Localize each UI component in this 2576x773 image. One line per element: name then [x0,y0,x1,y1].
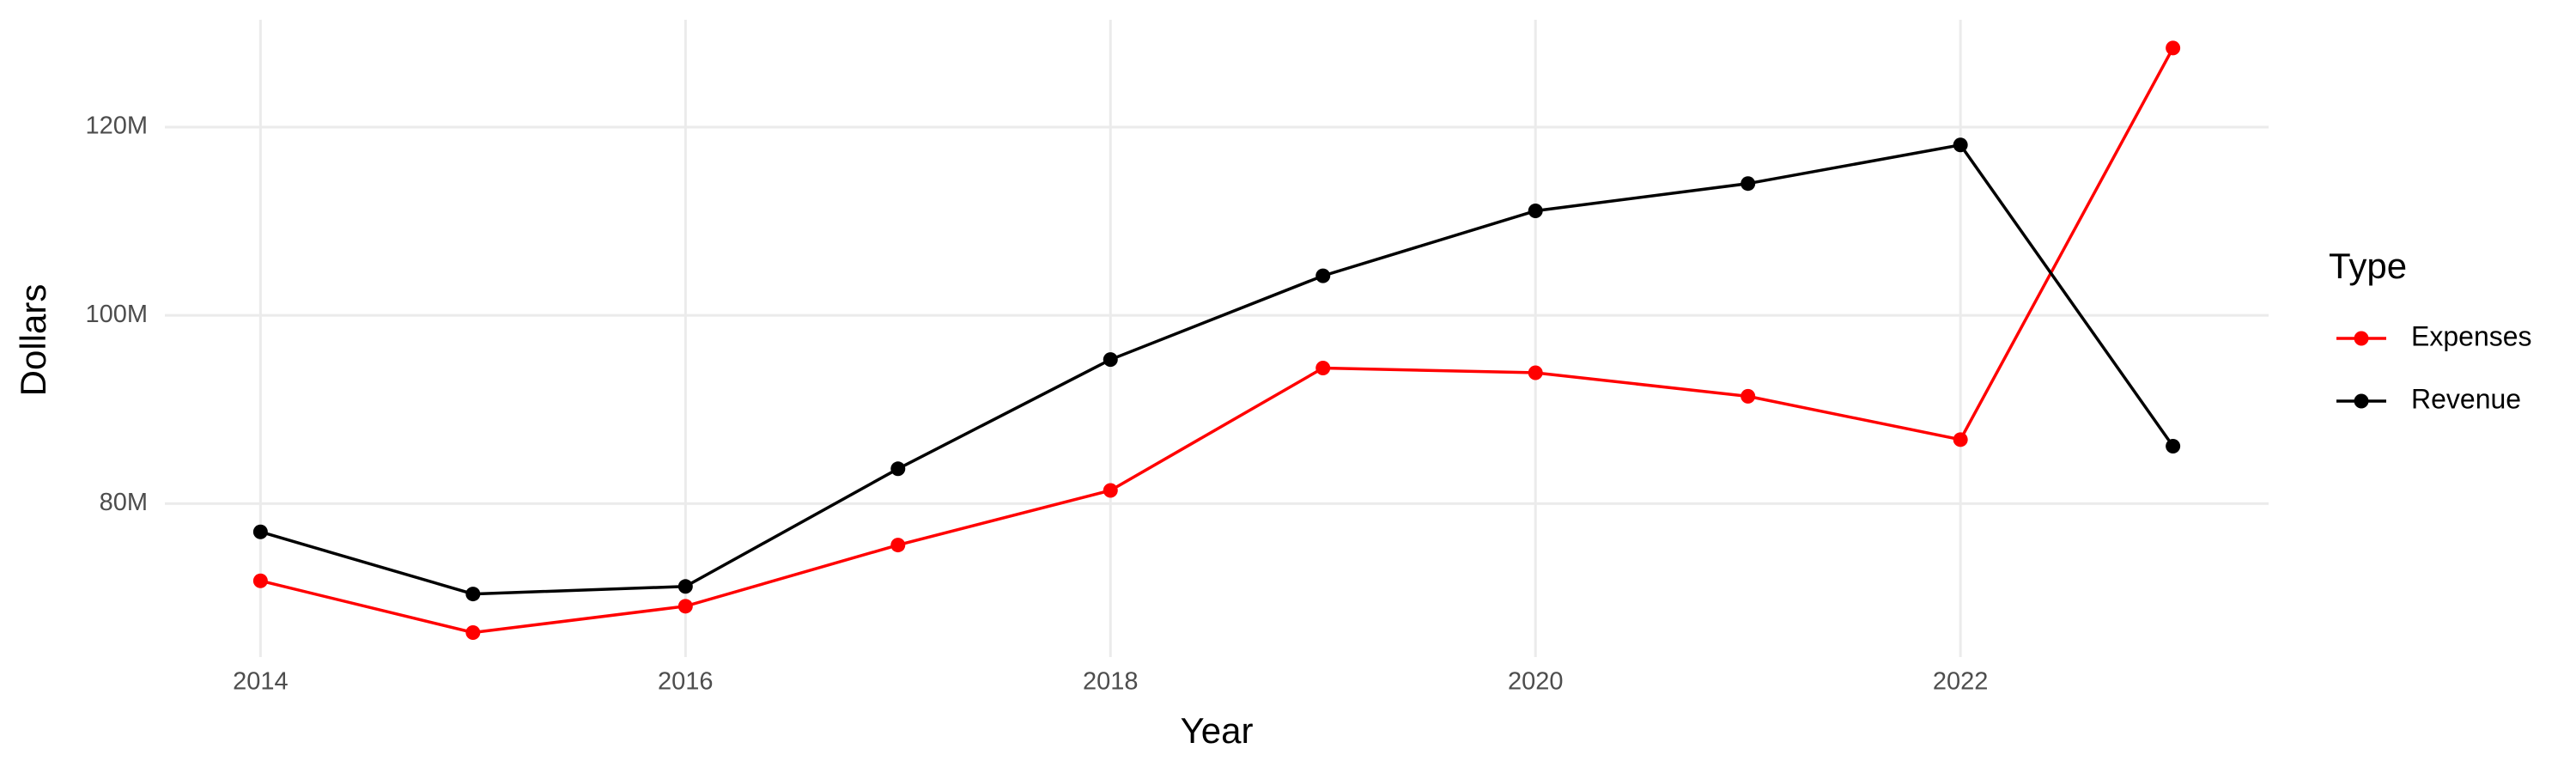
data-point [1103,352,1118,368]
series-line [259,143,2175,596]
data-point [465,625,481,641]
y-axis-title: Dollars [13,284,53,397]
series-line [259,47,2175,635]
y-tick-label: 80M [100,489,148,516]
data-point [890,461,906,477]
data-point [1953,137,1968,153]
y-tick-label: 120M [85,113,148,140]
data-point [2166,438,2181,453]
data-point [252,573,268,588]
x-axis-title: Year [1181,710,1254,751]
data-point [1315,361,1331,376]
legend-marker [2354,393,2369,409]
x-tick-label: 2022 [1933,668,1989,696]
x-tick-label: 2014 [233,668,289,696]
legend-label: Revenue [2411,383,2521,414]
data-point [1528,365,1543,380]
data-point [677,599,693,614]
data-point [465,587,481,602]
legend-marker [2354,331,2369,346]
data-point [1953,432,1968,447]
data-point [677,579,693,594]
data-point [1315,268,1331,283]
data-point [1528,203,1543,218]
data-point [890,538,906,553]
legend-title: Type [2329,246,2407,286]
y-tick-label: 100M [85,301,148,328]
x-tick-label: 2018 [1083,668,1139,696]
data-point [1741,176,1756,192]
x-tick-label: 2020 [1508,668,1564,696]
data-point [1103,483,1118,498]
data-point [1741,388,1756,404]
data-point [2166,40,2181,56]
data-point [252,524,268,539]
x-tick-label: 2016 [658,668,714,696]
legend-label: Expenses [2411,320,2532,351]
